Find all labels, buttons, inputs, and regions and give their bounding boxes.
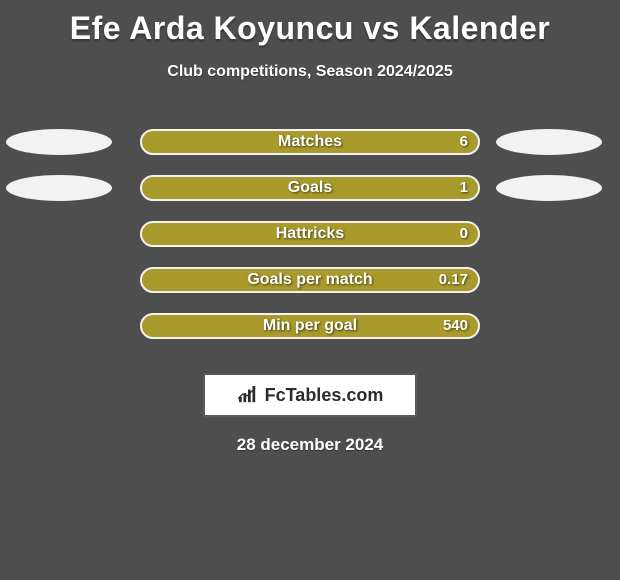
stat-bar: Min per goal 540	[140, 313, 480, 339]
stat-row: Min per goal 540	[0, 303, 620, 349]
stat-value: 6	[460, 129, 468, 155]
stat-label: Hattricks	[140, 221, 480, 247]
page-subtitle: Club competitions, Season 2024/2025	[0, 63, 620, 81]
logo: FcTables.com	[203, 373, 417, 417]
stat-value: 540	[443, 313, 468, 339]
logo-text: FcTables.com	[265, 385, 384, 406]
bar-chart-icon	[237, 386, 259, 404]
stat-bar: Hattricks 0	[140, 221, 480, 247]
stat-row: Goals 1	[0, 165, 620, 211]
right-ellipse	[496, 175, 602, 201]
stat-row: Hattricks 0	[0, 211, 620, 257]
stat-row: Matches 6	[0, 119, 620, 165]
stat-label: Min per goal	[140, 313, 480, 339]
left-ellipse	[6, 129, 112, 155]
stat-row: Goals per match 0.17	[0, 257, 620, 303]
date-text: 28 december 2024	[0, 435, 620, 455]
left-ellipse	[6, 175, 112, 201]
comparison-card: Efe Arda Koyuncu vs Kalender Club compet…	[0, 0, 620, 580]
stat-value: 0.17	[439, 267, 468, 293]
stat-bar: Goals per match 0.17	[140, 267, 480, 293]
stat-label: Goals	[140, 175, 480, 201]
stat-value: 1	[460, 175, 468, 201]
right-ellipse	[496, 129, 602, 155]
stat-bar: Goals 1	[140, 175, 480, 201]
stat-bar: Matches 6	[140, 129, 480, 155]
stats-block: Matches 6 Goals 1 Hattricks 0	[0, 119, 620, 349]
stat-label: Goals per match	[140, 267, 480, 293]
stat-value: 0	[460, 221, 468, 247]
page-title: Efe Arda Koyuncu vs Kalender	[0, 0, 620, 47]
stat-label: Matches	[140, 129, 480, 155]
